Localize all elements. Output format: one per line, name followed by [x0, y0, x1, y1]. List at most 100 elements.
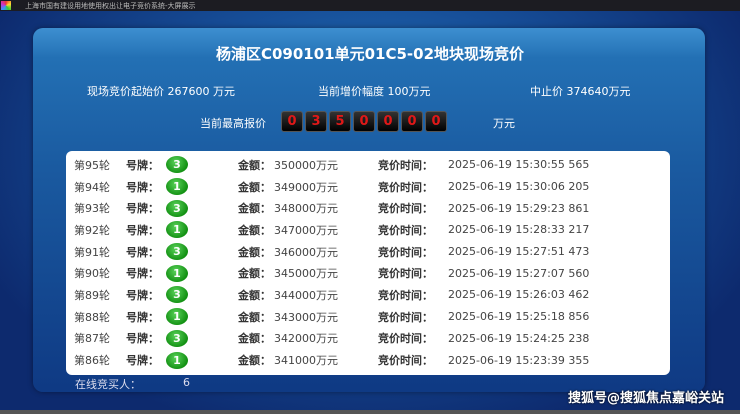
app-icon — [1, 1, 11, 10]
bid-time: 2025-06-19 15:26:03 462 — [448, 288, 590, 302]
page-title: 杨浦区C090101单元01C5-02地块现场竞价 — [215, 45, 525, 63]
start-price: 现场竞价起始价 267600 万元 — [87, 85, 235, 98]
plate-label: 号牌： — [126, 354, 159, 368]
amount: 349000万元 — [274, 180, 338, 194]
highest-bid-display: 0 3 5 0 0 0 0 — [281, 111, 447, 132]
plate-label: 号牌： — [126, 223, 159, 237]
amount-label: 金额： — [238, 267, 271, 281]
round: 第90轮 — [74, 267, 110, 281]
stop-price: 中止价 374640万元 — [530, 85, 631, 98]
amount: 342000万元 — [274, 332, 338, 346]
plate-label: 号牌： — [126, 332, 159, 346]
bid-row: 第93轮 号牌： 3 金额： 348000万元 竞价时间： 2025-06-19… — [66, 197, 670, 219]
time-label: 竞价时间： — [378, 202, 433, 216]
highest-bid-unit: 万元 — [493, 117, 515, 130]
round: 第95轮 — [74, 158, 110, 172]
amount: 346000万元 — [274, 245, 338, 259]
digit: 5 — [329, 111, 351, 132]
bid-row: 第87轮 号牌： 3 金额： 342000万元 竞价时间： 2025-06-19… — [66, 328, 670, 350]
digit: 0 — [401, 111, 423, 132]
bid-time: 2025-06-19 15:27:51 473 — [448, 245, 590, 259]
watermark: 搜狐号@搜狐焦点嘉峪关站 — [567, 391, 724, 406]
time-label: 竞价时间： — [378, 223, 433, 237]
plate-badge: 3 — [166, 329, 188, 347]
plate-badge: 3 — [166, 243, 188, 261]
bid-time: 2025-06-19 15:28:33 217 — [448, 223, 590, 237]
window-title: 上海市国有建设用地使用权出让电子竞价系统-大屏展示 — [25, 1, 196, 10]
round: 第92轮 — [74, 223, 110, 237]
bid-row: 第92轮 号牌： 1 金额： 347000万元 竞价时间： 2025-06-19… — [66, 219, 670, 241]
price-increment: 当前增价幅度 100万元 — [318, 85, 431, 98]
amount-label: 金额： — [238, 332, 271, 346]
round: 第88轮 — [74, 310, 110, 324]
time-label: 竞价时间： — [378, 158, 433, 172]
taskbar-edge — [0, 410, 740, 414]
plate-label: 号牌： — [126, 180, 159, 194]
plate-badge: 1 — [166, 221, 188, 239]
title-bar: 上海市国有建设用地使用权出让电子竞价系统-大屏展示 — [0, 0, 740, 11]
plate-label: 号牌： — [126, 310, 159, 324]
bid-row: 第95轮 号牌： 3 金额： 350000万元 竞价时间： 2025-06-19… — [66, 154, 670, 176]
time-label: 竞价时间： — [378, 267, 433, 281]
bid-row: 第90轮 号牌： 1 金额： 345000万元 竞价时间： 2025-06-19… — [66, 262, 670, 284]
bid-row: 第94轮 号牌： 1 金额： 349000万元 竞价时间： 2025-06-19… — [66, 176, 670, 198]
plate-badge: 1 — [166, 264, 188, 282]
amount: 341000万元 — [274, 354, 338, 368]
digit: 0 — [377, 111, 399, 132]
amount-label: 金额： — [238, 245, 271, 259]
digit: 0 — [353, 111, 375, 132]
digit: 3 — [305, 111, 327, 132]
plate-label: 号牌： — [126, 202, 159, 216]
time-label: 竞价时间： — [378, 180, 433, 194]
bid-time: 2025-06-19 15:23:39 355 — [448, 353, 590, 367]
amount: 348000万元 — [274, 202, 338, 216]
amount-label: 金额： — [238, 354, 271, 368]
bid-time: 2025-06-19 15:27:07 560 — [448, 266, 590, 280]
amount: 350000万元 — [274, 158, 338, 172]
amount: 344000万元 — [274, 288, 338, 302]
time-label: 竞价时间： — [378, 288, 433, 302]
online-bidders-label: 在线竞买人： — [75, 378, 141, 391]
bid-time: 2025-06-19 15:25:18 856 — [448, 310, 590, 324]
plate-label: 号牌： — [126, 245, 159, 259]
time-label: 竞价时间： — [378, 332, 433, 346]
time-label: 竞价时间： — [378, 310, 433, 324]
digit: 0 — [281, 111, 303, 132]
amount: 343000万元 — [274, 310, 338, 324]
round: 第89轮 — [74, 288, 110, 302]
amount-label: 金额： — [238, 223, 271, 237]
bid-time: 2025-06-19 15:30:06 205 — [448, 180, 590, 194]
time-label: 竞价时间： — [378, 245, 433, 259]
bid-row: 第88轮 号牌： 1 金额： 343000万元 竞价时间： 2025-06-19… — [66, 306, 670, 328]
plate-badge: 1 — [166, 178, 188, 196]
round: 第94轮 — [74, 180, 110, 194]
bid-list: 第95轮 号牌： 3 金额： 350000万元 竞价时间： 2025-06-19… — [66, 151, 670, 375]
bid-time: 2025-06-19 15:29:23 861 — [448, 201, 590, 215]
plate-badge: 1 — [166, 351, 188, 369]
time-label: 竞价时间： — [378, 354, 433, 368]
plate-label: 号牌： — [126, 267, 159, 281]
amount-label: 金额： — [238, 180, 271, 194]
amount-label: 金额： — [238, 288, 271, 302]
bid-time: 2025-06-19 15:30:55 565 — [448, 158, 590, 172]
highest-bid-label: 当前最高报价 — [200, 117, 266, 130]
round: 第91轮 — [74, 245, 110, 259]
plate-badge: 1 — [166, 308, 188, 326]
amount: 347000万元 — [274, 223, 338, 237]
amount-label: 金额： — [238, 310, 271, 324]
bid-time: 2025-06-19 15:24:25 238 — [448, 331, 590, 345]
online-bidders-count: 6 — [183, 376, 190, 389]
plate-label: 号牌： — [126, 158, 159, 172]
bid-row: 第89轮 号牌： 3 金额： 344000万元 竞价时间： 2025-06-19… — [66, 284, 670, 306]
amount-label: 金额： — [238, 158, 271, 172]
plate-label: 号牌： — [126, 288, 159, 302]
plate-badge: 3 — [166, 199, 188, 217]
bid-row: 第86轮 号牌： 1 金额： 341000万元 竞价时间： 2025-06-19… — [66, 349, 670, 371]
digit: 0 — [425, 111, 447, 132]
round: 第86轮 — [74, 354, 110, 368]
plate-badge: 3 — [166, 156, 188, 174]
amount-label: 金额： — [238, 202, 271, 216]
plate-badge: 3 — [166, 286, 188, 304]
amount: 345000万元 — [274, 267, 338, 281]
round: 第87轮 — [74, 332, 110, 346]
